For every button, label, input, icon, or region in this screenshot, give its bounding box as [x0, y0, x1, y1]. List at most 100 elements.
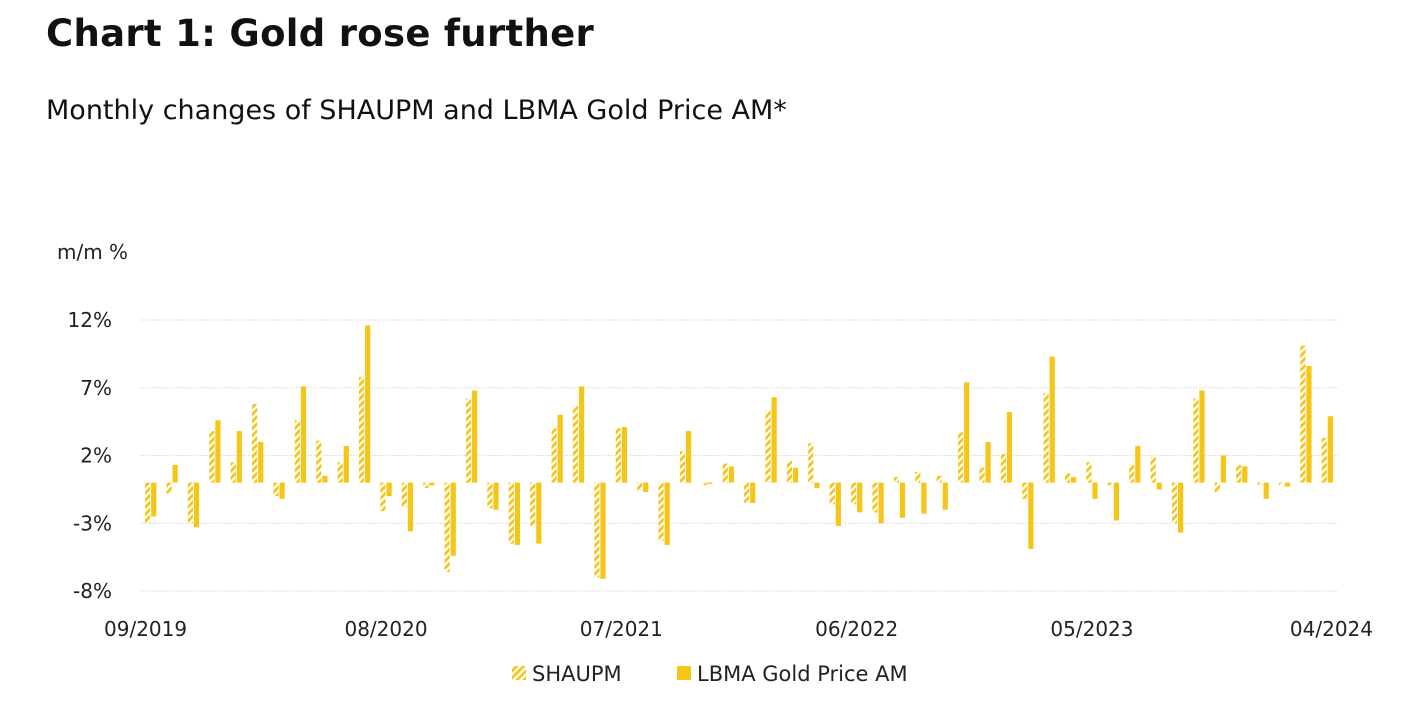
shaupm-bar — [1214, 482, 1220, 493]
lbma-bar — [664, 482, 670, 545]
x-tick-label: 08/2020 — [344, 617, 427, 641]
shaupm-bar — [701, 482, 707, 486]
shaupm-bar — [209, 431, 215, 483]
shaupm-bar — [722, 463, 728, 483]
shaupm-bar — [1043, 393, 1049, 483]
shaupm-bar — [252, 404, 258, 483]
shaupm-bar — [487, 482, 493, 509]
lbma-bar — [728, 466, 734, 483]
lbma-bar — [1306, 366, 1312, 483]
lbma-bar — [493, 482, 499, 510]
lbma-bar — [771, 397, 777, 483]
shaupm-bar — [957, 432, 964, 483]
shaupm-bar — [337, 462, 343, 483]
x-tick-label: 05/2023 — [1050, 617, 1133, 641]
lbma-bar — [193, 482, 200, 528]
shaupm-bar — [1000, 454, 1006, 483]
lbma-bar — [429, 482, 435, 486]
lbma-bar — [942, 482, 948, 510]
y-tick-label: -8% — [73, 579, 112, 603]
shaupm-bar — [637, 482, 643, 491]
lbma-bar — [322, 475, 328, 483]
lbma-bar — [1092, 482, 1098, 499]
lbma-bar — [1071, 477, 1077, 483]
chart-subtitle: Monthly changes of SHAUPM and LBMA Gold … — [46, 95, 787, 126]
x-tick-label: 04/2024 — [1290, 617, 1373, 641]
lbma-bar — [1220, 455, 1226, 483]
lbma-bar — [964, 382, 970, 483]
chart-title: Chart 1: Gold rose further — [46, 12, 595, 55]
lbma-bar — [172, 464, 178, 483]
lbma-bar — [279, 482, 285, 499]
lbma-bar — [557, 414, 563, 483]
shaupm-bar — [979, 467, 985, 483]
shaupm-bar — [145, 482, 151, 524]
lbma-bar — [472, 390, 478, 483]
lbma-bar — [300, 386, 307, 483]
legend-label-lbma: LBMA Gold Price AM — [697, 662, 908, 686]
y-tick-label: 7% — [80, 376, 112, 400]
lbma-bar — [365, 325, 371, 483]
shaupm-bar — [1171, 482, 1178, 524]
shaupm-bar — [230, 462, 236, 483]
lbma-bar — [878, 482, 884, 524]
shaupm-bar — [316, 440, 322, 483]
lbma-bar — [236, 431, 242, 483]
shaupm-bar — [765, 410, 771, 483]
lbma-bar — [579, 386, 585, 483]
shaupm-bar — [572, 405, 579, 483]
shaupm-bar — [1107, 482, 1113, 486]
shaupm-bar — [1321, 437, 1327, 483]
shaupm-bar — [615, 428, 621, 483]
shaupm-bar — [893, 477, 899, 483]
lbma-bar — [258, 441, 264, 483]
shaupm-bar — [358, 376, 365, 483]
lbma-bar — [857, 482, 863, 513]
shaupm-bar — [423, 482, 429, 489]
shaupm-bar — [551, 428, 557, 483]
shaupm-bar — [829, 482, 835, 505]
shaupm-bar — [1064, 473, 1071, 483]
shaupm-bar — [166, 482, 172, 494]
lbma-bar — [215, 420, 221, 483]
shaupm-bar — [1278, 482, 1285, 486]
shaupm-bar — [380, 482, 386, 512]
lbma-bar — [685, 431, 692, 483]
lbma-bar — [514, 482, 521, 545]
lbma-bar — [386, 482, 392, 497]
shaupm-bar — [936, 475, 942, 483]
shaupm-bar — [530, 482, 536, 526]
shaupm-bar — [1086, 462, 1092, 483]
lbma-bar — [1199, 390, 1205, 483]
lbma-bar — [707, 482, 713, 484]
shaupm-bar — [872, 482, 878, 513]
y-unit-label: m/m % — [57, 240, 128, 264]
lbma-bar — [1178, 482, 1184, 533]
shaupm-bar — [1150, 456, 1156, 483]
shaupm-bar — [1236, 464, 1242, 483]
shaupm-bar — [658, 482, 664, 541]
shaupm-bar — [1300, 345, 1306, 483]
lbma-bar — [921, 482, 927, 514]
lbma-bar — [985, 441, 991, 483]
lbma-bar — [1049, 356, 1055, 483]
shaupm-bar — [744, 482, 750, 503]
lbma-bar — [1006, 412, 1013, 483]
x-tick-label: 06/2022 — [815, 617, 898, 641]
lbma-bar — [536, 482, 542, 544]
shaupm-bar — [401, 482, 407, 507]
shaupm-bar — [915, 471, 921, 483]
lbma-bar — [621, 427, 627, 483]
lbma-bar — [1327, 416, 1333, 483]
lbma-bar — [1242, 466, 1248, 483]
y-tick-label: -3% — [73, 511, 112, 535]
lbma-bar — [1135, 446, 1141, 483]
y-tick-label: 2% — [80, 444, 112, 468]
shaupm-bar — [808, 443, 814, 483]
lbma-bar — [814, 482, 820, 489]
lbma-bar — [643, 482, 649, 493]
lbma-bar — [407, 482, 414, 532]
x-tick-label: 07/2021 — [580, 617, 663, 641]
shaupm-bar — [1257, 482, 1263, 486]
legend-swatch-shaupm — [512, 666, 526, 680]
